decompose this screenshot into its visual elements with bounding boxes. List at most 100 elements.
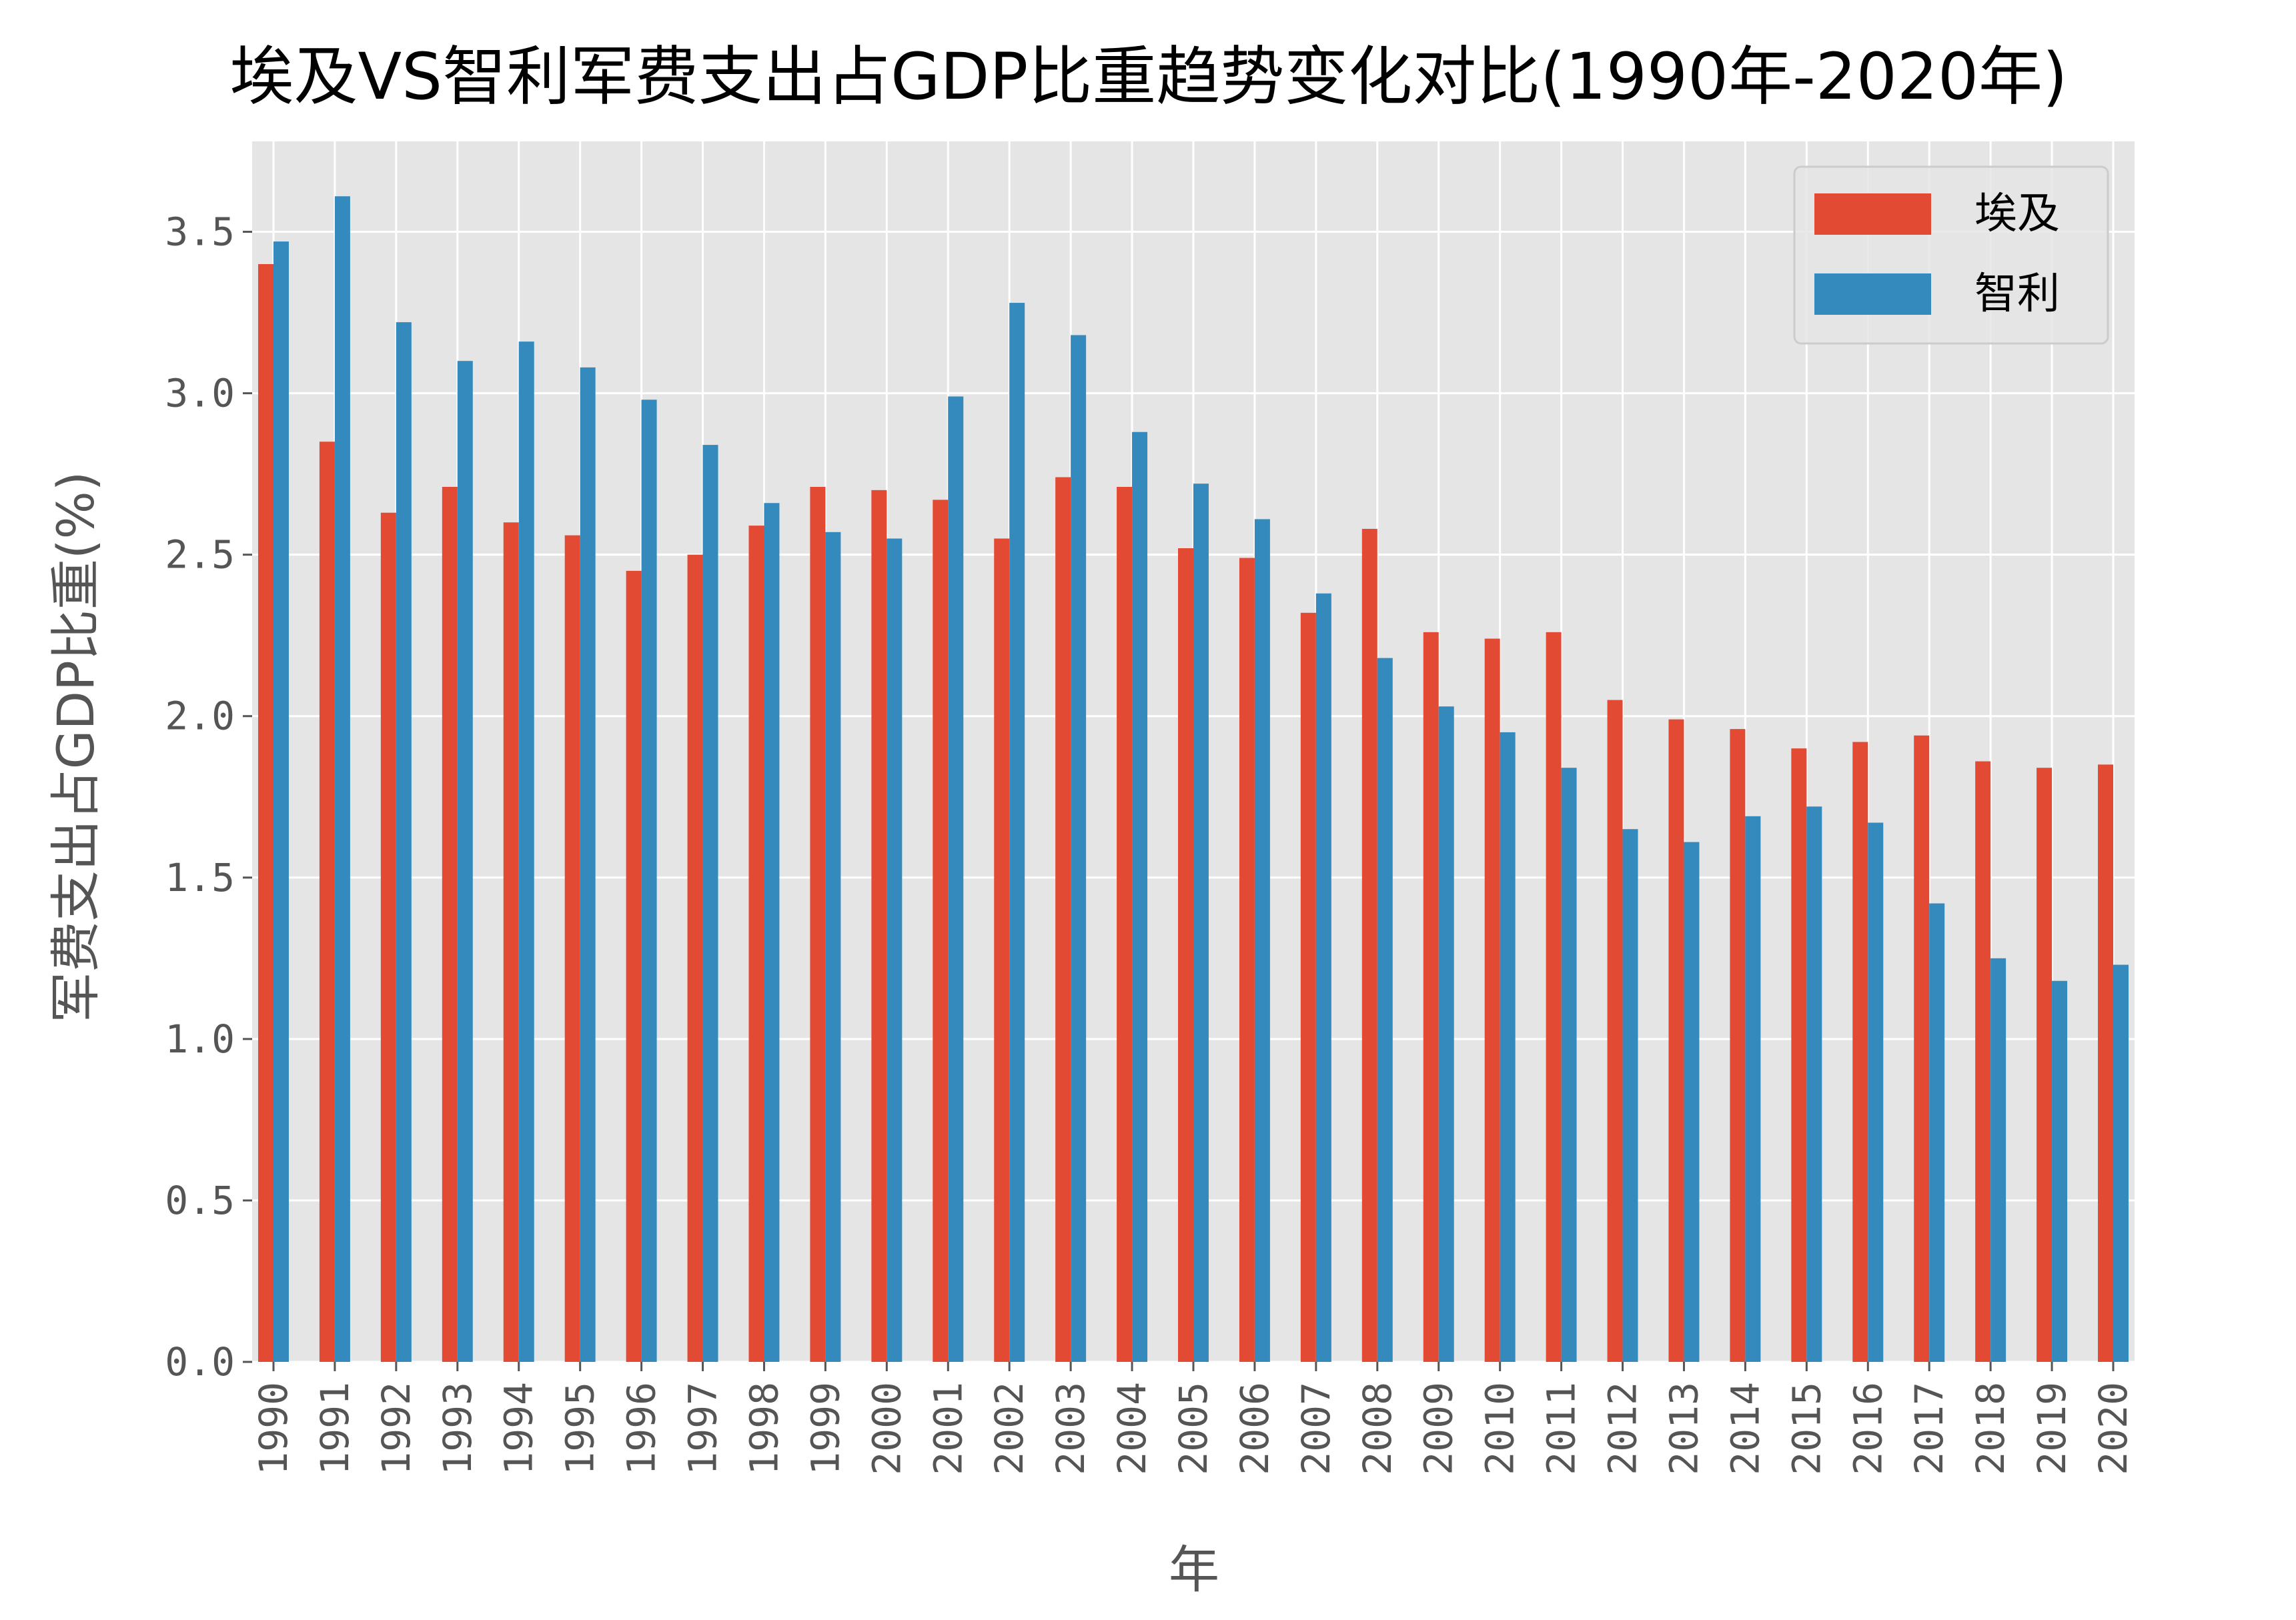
x-tick-label: 1990 <box>251 1382 296 1475</box>
bar-智利-2010 <box>1500 732 1516 1362</box>
x-tick-label: 2020 <box>2091 1382 2136 1475</box>
x-tick-label: 2011 <box>1539 1382 1584 1475</box>
x-tick-label: 2014 <box>1722 1382 1768 1475</box>
bar-智利-2011 <box>1561 768 1577 1362</box>
bar-智利-2007 <box>1315 593 1331 1362</box>
y-axis-label: 军费支出占GDP比重(%) <box>46 472 105 1023</box>
bar-埃及-1990 <box>258 263 273 1362</box>
x-tick-label: 2002 <box>987 1382 1032 1475</box>
x-tick-label: 2016 <box>1845 1382 1890 1475</box>
x-axis-label: 年 <box>1169 1540 1219 1599</box>
bar-埃及-1993 <box>442 487 458 1362</box>
bar-埃及-1992 <box>380 512 396 1362</box>
x-tick-label: 2005 <box>1171 1382 1216 1475</box>
bar-智利-2000 <box>887 538 903 1362</box>
y-tick-label: 3.0 <box>165 371 235 416</box>
bar-埃及-1996 <box>626 570 642 1362</box>
bar-埃及-1991 <box>319 442 335 1363</box>
x-tick-label: 1992 <box>374 1382 419 1475</box>
x-tick-label: 2004 <box>1109 1382 1155 1475</box>
bar-埃及-2019 <box>2037 768 2053 1362</box>
bar-智利-1990 <box>273 241 289 1363</box>
bar-智利-2006 <box>1254 519 1270 1362</box>
y-tick-label: 2.5 <box>165 532 235 578</box>
bar-智利-1995 <box>580 367 596 1362</box>
y-tick-label: 2.0 <box>165 694 235 739</box>
bar-智利-2013 <box>1684 842 1700 1362</box>
legend-label-埃及: 埃及 <box>1974 189 2060 239</box>
bar-智利-1997 <box>702 445 718 1362</box>
y-tick-label: 0.5 <box>165 1178 235 1223</box>
x-tick-label: 1995 <box>558 1382 603 1475</box>
bar-埃及-2005 <box>1178 548 1193 1362</box>
bar-埃及-2007 <box>1300 612 1316 1362</box>
bar-智利-1998 <box>764 503 780 1363</box>
bar-埃及-2002 <box>994 538 1010 1362</box>
bar-智利-2019 <box>2052 980 2068 1362</box>
bar-智利-2020 <box>2113 964 2129 1362</box>
bar-埃及-2004 <box>1117 487 1133 1362</box>
bar-智利-1999 <box>825 532 841 1362</box>
bar-埃及-2012 <box>1607 700 1623 1362</box>
bar-智利-1994 <box>518 341 534 1363</box>
bar-埃及-1995 <box>564 535 580 1362</box>
x-tick-label: 2006 <box>1232 1382 1277 1475</box>
bar-埃及-2003 <box>1055 477 1071 1362</box>
bar-智利-2008 <box>1377 658 1393 1362</box>
x-tick-label: 2017 <box>1906 1382 1952 1475</box>
x-tick-label: 2008 <box>1355 1382 1400 1475</box>
bar-埃及-2016 <box>1852 742 1868 1362</box>
x-tick-label: 2007 <box>1293 1382 1339 1475</box>
bar-智利-2004 <box>1132 432 1148 1362</box>
x-tick-label: 2003 <box>1048 1382 1093 1475</box>
bars <box>258 196 2129 1363</box>
bar-埃及-2015 <box>1791 748 1807 1362</box>
legend-label-智利: 智利 <box>1974 269 2060 319</box>
bar-智利-1996 <box>641 399 657 1363</box>
bar-智利-2002 <box>1009 303 1025 1363</box>
x-tick-label: 2018 <box>1968 1382 2013 1475</box>
legend-swatch-埃及 <box>1814 193 1931 235</box>
x-tick-label: 1996 <box>619 1382 664 1475</box>
x-tick-label: 1994 <box>496 1382 542 1475</box>
bar-埃及-2011 <box>1546 632 1562 1362</box>
bar-智利-2014 <box>1745 816 1761 1362</box>
bar-智利-2015 <box>1806 806 1822 1362</box>
bar-埃及-1998 <box>748 526 764 1362</box>
x-tick-label: 2000 <box>864 1382 909 1475</box>
bar-埃及-2014 <box>1730 729 1746 1362</box>
bar-埃及-2009 <box>1423 632 1439 1362</box>
x-tick-label: 2001 <box>925 1382 971 1475</box>
bar-埃及-1999 <box>810 487 826 1362</box>
legend-box <box>1793 165 2109 345</box>
bar-埃及-2018 <box>1975 761 1991 1362</box>
y-axis: 0.0 0.5 1.0 1.5 2.0 2.5 3.0 3.5 <box>165 209 252 1385</box>
chart-title: 埃及VS智利军费支出占GDP比重趋势变化对比(1990年-2020年) <box>230 39 2068 114</box>
bar-智利-1991 <box>334 196 350 1363</box>
bar-智利-2009 <box>1438 706 1454 1362</box>
bar-埃及-1997 <box>687 554 703 1362</box>
x-tick-label: 2013 <box>1661 1382 1706 1475</box>
legend-swatch-智利 <box>1814 273 1931 315</box>
x-tick-label: 2015 <box>1784 1382 1829 1475</box>
x-tick-label: 2019 <box>2029 1382 2075 1475</box>
bar-埃及-2008 <box>1361 528 1377 1362</box>
bar-智利-2018 <box>1990 958 2006 1362</box>
bar-智利-2005 <box>1193 484 1209 1363</box>
x-tick-label: 2012 <box>1600 1382 1646 1475</box>
bar-智利-2003 <box>1071 335 1087 1362</box>
x-tick-label: 2010 <box>1478 1382 1523 1475</box>
bar-智利-2012 <box>1622 829 1638 1362</box>
bar-智利-1993 <box>457 361 473 1363</box>
x-tick-label: 1999 <box>802 1382 848 1475</box>
bar-埃及-2017 <box>1914 735 1930 1362</box>
x-tick-label: 1991 <box>312 1382 358 1475</box>
bar-智利-2017 <box>1929 903 1945 1362</box>
y-tick-label: 0.0 <box>165 1339 235 1385</box>
bar-埃及-1994 <box>503 522 519 1363</box>
bar-埃及-2000 <box>871 490 887 1362</box>
x-tick-label: 2009 <box>1416 1382 1462 1475</box>
y-tick-label: 3.5 <box>165 209 235 255</box>
x-tick-label: 1997 <box>680 1382 726 1475</box>
